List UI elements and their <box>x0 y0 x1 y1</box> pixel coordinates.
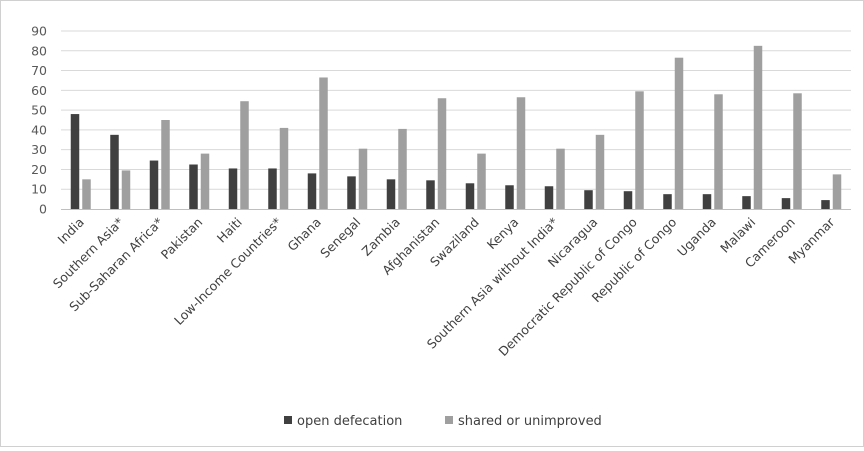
bar-shared-or-unimproved-cameroon <box>793 93 802 209</box>
bar-shared-or-unimproved-democratic-republic-of-congo <box>635 91 644 209</box>
y-tick-label-40: 40 <box>31 122 47 137</box>
y-tick-label-80: 80 <box>31 43 47 58</box>
bar-shared-or-unimproved-swaziland <box>477 153 486 209</box>
bar-shared-or-unimproved-zambia <box>398 128 407 209</box>
bar-open-defecation-sub-saharan-africa <box>149 160 159 209</box>
bar-open-defecation-low-income-countries <box>268 168 277 209</box>
bar-shared-or-unimproved-india <box>82 179 91 209</box>
bar-shared-or-unimproved-sub-saharan-africa <box>161 120 170 209</box>
bar-open-defecation-nicaragua <box>584 190 593 209</box>
y-tick-label-50: 50 <box>31 103 47 118</box>
bar-open-defecation-kenya <box>505 185 514 209</box>
y-tick-label-70: 70 <box>31 63 47 78</box>
gridlines <box>61 30 851 190</box>
legend-label-shared-or-unimproved: shared or unimproved <box>458 414 602 429</box>
bar-open-defecation-haiti <box>228 168 238 209</box>
category-label-uganda: Uganda <box>674 215 719 260</box>
bar-shared-or-unimproved-afghanistan <box>437 98 447 209</box>
bar-open-defecation-ghana <box>307 173 317 209</box>
y-tick-label-30: 30 <box>31 142 47 157</box>
y-axis-ticks: 0 10 20 30 40 50 60 70 80 90 <box>31 24 47 217</box>
bar-open-defecation-malawi <box>742 196 751 209</box>
bar-shared-or-unimproved-haiti <box>240 101 249 209</box>
bar-open-defecation-india <box>70 114 80 209</box>
legend-label-open-defecation: open defecation <box>297 414 402 429</box>
y-tick-label-20: 20 <box>31 162 47 177</box>
legend-item-shared-or-unimproved: shared or unimproved <box>445 414 602 429</box>
bar-shared-or-unimproved-senegal <box>358 148 368 209</box>
bar-open-defecation-southern-asia <box>110 134 119 209</box>
category-label-kenya: Kenya <box>484 215 522 253</box>
y-tick-label-10: 10 <box>31 182 47 197</box>
y-tick-label-0: 0 <box>39 202 47 217</box>
bar-open-defecation-cameroon <box>781 198 791 209</box>
bar-shared-or-unimproved-southern-asia-without-india <box>556 148 565 209</box>
y-tick-label-60: 60 <box>31 83 47 98</box>
bar-shared-or-unimproved-southern-asia <box>121 170 131 209</box>
bar-shared-or-unimproved-myanmar <box>832 174 842 209</box>
y-tick-label-90: 90 <box>31 24 47 39</box>
bar-shared-or-unimproved-pakistan <box>200 153 210 209</box>
bar-shared-or-unimproved-uganda <box>714 94 723 209</box>
bar-shared-or-unimproved-malawi <box>753 45 763 210</box>
legend-item-open-defecation: open defecation <box>284 414 402 429</box>
bar-open-defecation-zambia <box>386 179 396 209</box>
bar-open-defecation-myanmar <box>821 200 830 209</box>
bar-shared-or-unimproved-nicaragua <box>595 134 605 209</box>
bar-shared-or-unimproved-kenya <box>516 97 526 209</box>
legend-swatch-open-defecation <box>284 416 292 424</box>
category-label-pakistan: Pakistan <box>158 215 206 263</box>
bar-open-defecation-pakistan <box>189 164 198 209</box>
bar-open-defecation-uganda <box>702 194 712 209</box>
category-label-india: India <box>55 215 87 247</box>
bar-open-defecation-senegal <box>347 176 356 209</box>
bar-open-defecation-democratic-republic-of-congo <box>623 191 633 209</box>
bar-open-defecation-afghanistan <box>426 180 435 209</box>
category-label-senegal: Senegal <box>317 215 363 261</box>
bar-shared-or-unimproved-republic-of-congo <box>674 57 684 210</box>
bar-shared-or-unimproved-ghana <box>319 77 328 209</box>
bar-open-defecation-southern-asia-without-india <box>544 186 554 209</box>
category-label-southern-asia: Southern Asia* <box>50 215 127 292</box>
bar-shared-or-unimproved-low-income-countries <box>279 127 289 209</box>
bars <box>70 45 842 210</box>
legend: open defecation shared or unimproved <box>284 414 602 429</box>
legend-swatch-shared-or-unimproved <box>445 416 453 424</box>
category-label-haiti: Haiti <box>214 215 245 246</box>
bar-open-defecation-republic-of-congo <box>663 194 672 209</box>
bar-open-defecation-swaziland <box>465 183 475 209</box>
